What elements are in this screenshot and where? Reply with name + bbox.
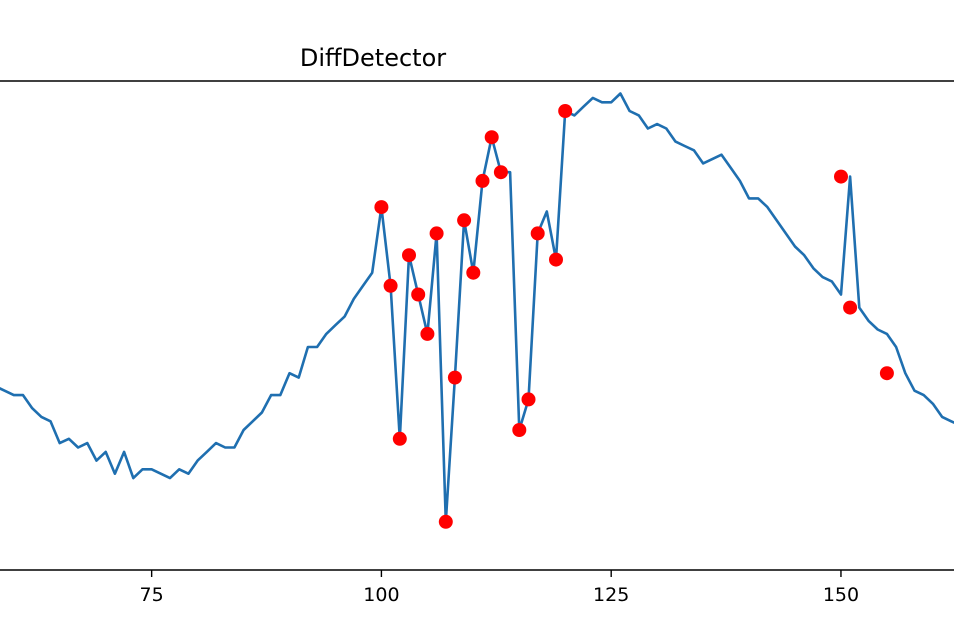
anomaly-point — [843, 300, 858, 315]
anomaly-point — [512, 423, 527, 437]
x-tick-label: 100 — [363, 584, 399, 606]
x-tick-label: 75 — [140, 584, 164, 606]
anomaly-point — [420, 326, 435, 341]
series-line — [0, 92, 954, 524]
anomaly-point — [392, 431, 407, 446]
anomaly-point — [411, 287, 426, 302]
anomaly-point — [549, 252, 563, 267]
series-layer — [0, 92, 954, 524]
anomaly-markers — [374, 104, 894, 529]
anomaly-point — [493, 165, 508, 180]
anomaly-point — [530, 226, 545, 241]
anomaly-point — [402, 248, 416, 263]
chart-title: DiffDetector — [299, 44, 447, 72]
anomaly-point — [374, 200, 389, 215]
x-tick-label: 125 — [593, 584, 629, 606]
x-tick-label: 150 — [823, 584, 859, 606]
anomaly-point — [558, 104, 573, 118]
x-axis-ticks: 75 100 125 150 — [140, 570, 859, 606]
anomaly-point — [383, 278, 398, 293]
anomaly-point — [879, 366, 894, 381]
anomaly-point — [484, 130, 499, 145]
anomaly-point — [438, 514, 453, 529]
anomaly-point — [475, 173, 490, 188]
anomaly-point — [834, 169, 848, 184]
anomaly-point — [466, 265, 481, 280]
anomaly-point — [521, 392, 536, 407]
anomaly-point — [457, 213, 472, 228]
anomaly-point — [429, 226, 444, 241]
anomaly-point — [447, 370, 462, 385]
